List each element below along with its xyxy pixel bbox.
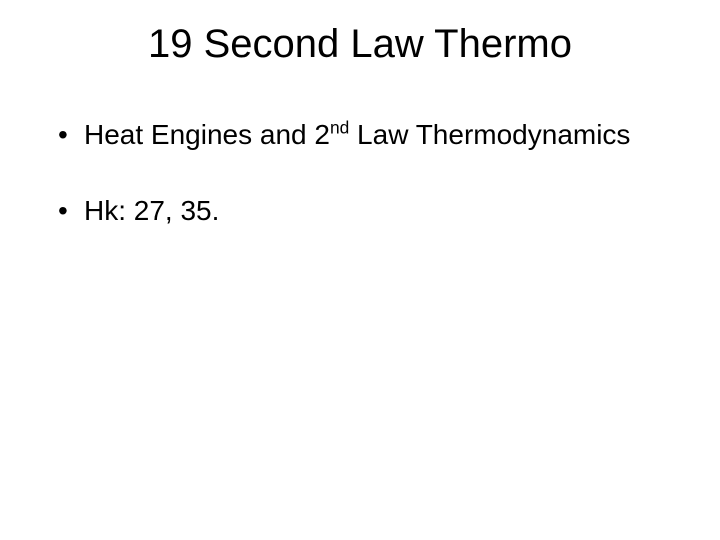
bullet-item: Heat Engines and 2nd Law Thermodynamics (54, 118, 666, 152)
slide: 19 Second Law Thermo Heat Engines and 2n… (0, 0, 720, 540)
bullet-text-pre: Hk: 27, 35. (84, 195, 219, 226)
slide-title: 19 Second Law Thermo (0, 22, 720, 67)
bullet-text-sup: nd (330, 118, 349, 138)
bullet-text-pre: Heat Engines and 2 (84, 119, 330, 150)
bullet-text-post: Law Thermodynamics (349, 119, 630, 150)
slide-body: Heat Engines and 2nd Law Thermodynamics … (54, 118, 666, 270)
bullet-list: Heat Engines and 2nd Law Thermodynamics … (54, 118, 666, 228)
bullet-item: Hk: 27, 35. (54, 194, 666, 228)
